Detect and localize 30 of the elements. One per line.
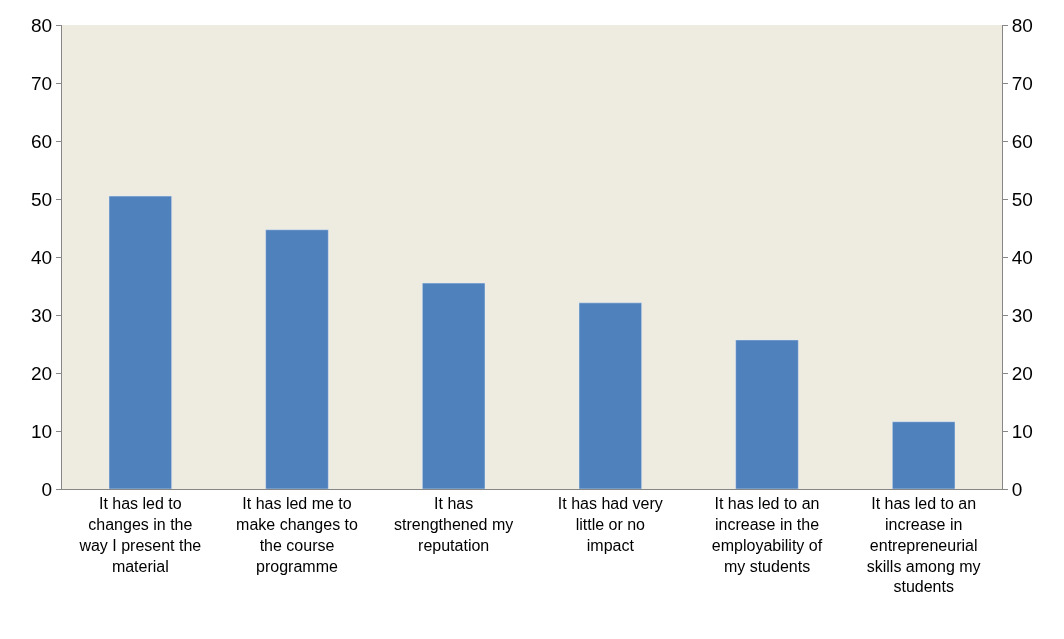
y2-tick-label: 40 <box>1011 246 1033 268</box>
y-tick-label: 80 <box>31 14 53 36</box>
y2-tick-label: 80 <box>1011 14 1033 36</box>
bar <box>422 282 486 489</box>
y-tick-label: 70 <box>31 72 53 94</box>
bar <box>578 302 642 489</box>
x-tick-label: It has led me to make changes to the course programme <box>236 495 359 575</box>
x-tick-label: It has strengthened my reputation <box>394 495 514 554</box>
y2-tick-label: 10 <box>1011 420 1033 442</box>
y2-tick-label: 70 <box>1011 72 1033 94</box>
x-tick-label: It has led to an increase in the employability of my students <box>711 495 823 575</box>
y-tick-label: 10 <box>31 420 53 442</box>
x-tick-label: It has led to changes in the way I present the material <box>78 495 202 575</box>
y2-tick-label: 30 <box>1011 304 1033 326</box>
y-tick-label: 40 <box>31 246 53 268</box>
y-tick-label: 20 <box>31 362 53 384</box>
y-tick-label: 30 <box>31 304 53 326</box>
y-tick-label: 60 <box>31 130 53 152</box>
y2-tick-label: 0 <box>1011 478 1023 500</box>
y-tick-label: 0 <box>41 478 53 500</box>
y2-tick-label: 60 <box>1011 130 1033 152</box>
y2-tick-label: 50 <box>1011 188 1033 210</box>
bar <box>108 195 172 489</box>
bar <box>735 339 799 489</box>
bar <box>265 229 329 489</box>
y2-tick-label: 20 <box>1011 362 1033 384</box>
x-tick-label: It has had very little or no impact <box>557 495 663 554</box>
x-tick-label: It has led to an increase in entrepreneurial skills among my students <box>866 495 981 596</box>
y-tick-label: 50 <box>31 188 53 210</box>
bar <box>892 421 956 489</box>
